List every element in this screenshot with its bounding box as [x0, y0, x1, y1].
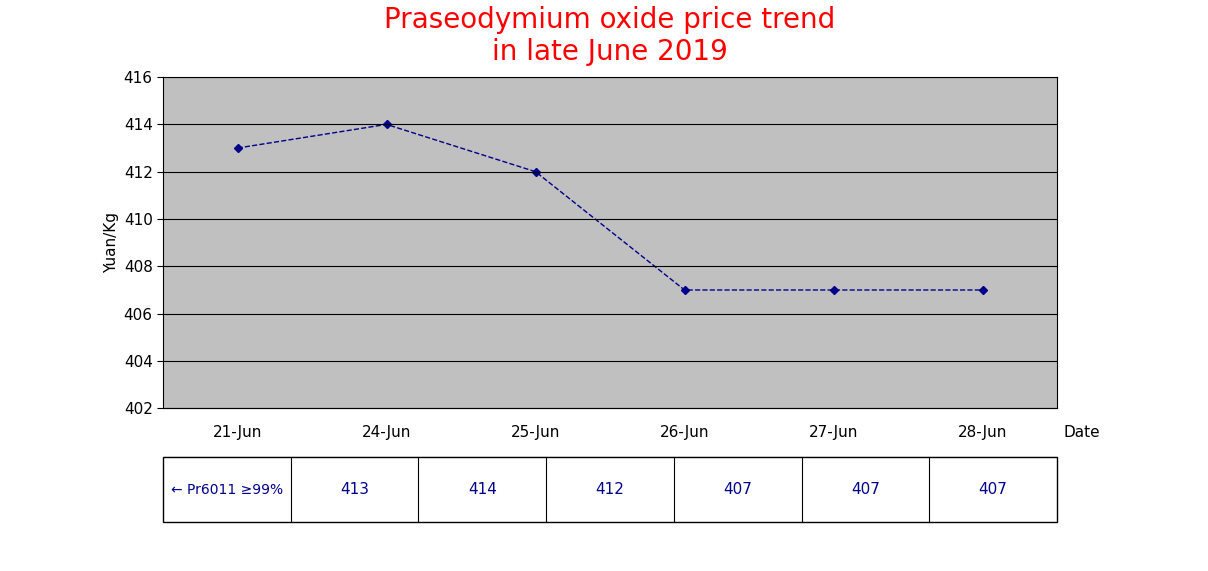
Text: 28-Jun: 28-Jun: [958, 425, 1007, 440]
Y-axis label: Yuan/Kg: Yuan/Kg: [105, 212, 120, 273]
Text: 24-Jun: 24-Jun: [362, 425, 411, 440]
Text: 26-Jun: 26-Jun: [660, 425, 709, 440]
Text: 21-Jun: 21-Jun: [213, 425, 262, 440]
Text: 414: 414: [467, 482, 496, 497]
Text: Date: Date: [1063, 425, 1099, 440]
Title: Praseodymium oxide price trend
in late June 2019: Praseodymium oxide price trend in late J…: [384, 6, 836, 66]
Text: 27-Jun: 27-Jun: [809, 425, 858, 440]
Text: 407: 407: [850, 482, 879, 497]
Text: 412: 412: [596, 482, 625, 497]
Text: 407: 407: [978, 482, 1007, 497]
Text: 413: 413: [341, 482, 370, 497]
Text: ← Pr6011 ≥99%: ← Pr6011 ≥99%: [170, 482, 283, 497]
Text: 25-Jun: 25-Jun: [511, 425, 561, 440]
Text: 407: 407: [724, 482, 753, 497]
